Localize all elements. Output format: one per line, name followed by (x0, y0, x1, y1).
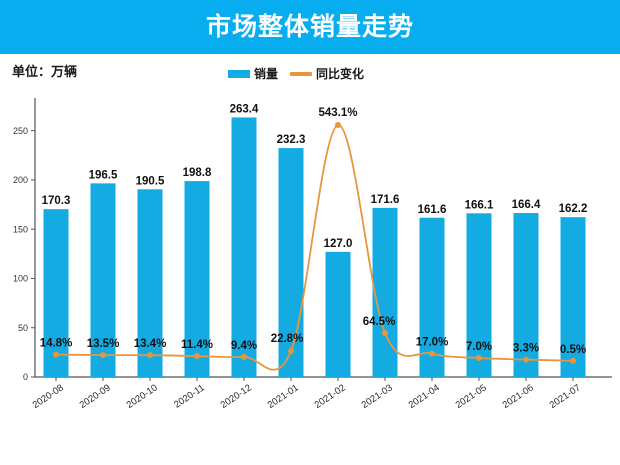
x-tick-label: 2020-11 (172, 382, 206, 410)
line-value-label: 3.3% (513, 343, 539, 355)
y-tick-label: 200 (13, 175, 28, 185)
line-value-label: 543.1% (318, 107, 357, 119)
legend-bar-swatch-icon (228, 69, 250, 78)
line-marker[interactable] (476, 354, 482, 361)
x-tick-label: 2021-04 (407, 382, 442, 411)
line-marker[interactable] (382, 329, 388, 336)
bar[interactable] (231, 117, 257, 377)
x-tick-label: 2021-01 (266, 382, 301, 411)
line-marker[interactable] (100, 352, 106, 359)
bar[interactable] (466, 213, 492, 377)
bar[interactable] (513, 213, 539, 377)
bar-value-label: 161.6 (418, 204, 447, 216)
line-marker[interactable] (147, 352, 153, 359)
x-tick-label: 2020-12 (219, 382, 254, 411)
unit-note: 单位：万辆 (12, 64, 78, 79)
line-marker[interactable] (194, 353, 200, 360)
line-value-label: 13.4% (134, 338, 167, 350)
bar-value-label: 170.3 (42, 195, 71, 207)
bar-value-label: 166.1 (465, 199, 494, 211)
y-tick-label: 50 (18, 323, 28, 333)
x-tick-label: 2021-07 (548, 382, 583, 411)
bar[interactable] (43, 209, 69, 377)
bar-value-label: 198.8 (183, 167, 212, 179)
bar-value-label: 166.4 (512, 199, 541, 211)
bar[interactable] (560, 217, 586, 377)
bar[interactable] (90, 183, 116, 377)
legend-line-swatch-icon (290, 71, 313, 76)
y-tick-label: 100 (13, 274, 28, 284)
yoy-line[interactable] (55, 124, 574, 371)
line-value-label: 22.8% (271, 333, 304, 345)
bar[interactable] (137, 189, 163, 377)
line-value-label: 7.0% (466, 341, 492, 353)
line-marker[interactable] (335, 122, 341, 128)
x-tick-label: 2021-06 (501, 382, 536, 411)
line-marker[interactable] (429, 350, 435, 357)
bar-value-label: 190.5 (136, 175, 165, 187)
x-tick-label: 2020-08 (31, 382, 66, 411)
legend-item-yoy[interactable]: 同比变化 (290, 65, 364, 82)
y-tick-label: 150 (13, 224, 28, 234)
line-value-label: 0.5% (560, 344, 586, 356)
x-tick-label: 2020-10 (125, 382, 160, 411)
x-tick-label: 2021-03 (360, 382, 395, 411)
y-tick-label: 250 (13, 126, 28, 136)
line-value-label: 17.0% (416, 337, 449, 349)
bar-value-label: 232.3 (277, 134, 306, 146)
y-tick-label: 0 (23, 372, 28, 382)
line-marker[interactable] (288, 348, 294, 355)
line-value-label: 64.5% (363, 316, 396, 328)
line-marker[interactable] (523, 356, 529, 363)
x-tick-label: 2021-02 (313, 382, 348, 411)
line-marker[interactable] (570, 357, 576, 364)
bar[interactable] (372, 207, 398, 377)
bar-value-label: 171.6 (371, 194, 400, 206)
line-value-label: 9.4% (231, 340, 257, 352)
bar-value-label: 162.2 (559, 203, 588, 215)
legend-item-sales[interactable]: 销量 (228, 65, 278, 82)
line-value-label: 11.4% (181, 339, 213, 351)
bar-value-label: 263.4 (230, 103, 259, 115)
legend-label-sales: 销量 (254, 67, 279, 81)
bar-value-label: 127.0 (324, 238, 353, 250)
bar-value-label: 196.5 (89, 169, 118, 181)
legend-label-yoy: 同比变化 (316, 67, 365, 81)
chart-legend: 销量 同比变化 (228, 65, 364, 82)
x-tick-label: 2020-09 (78, 382, 113, 411)
header-band (0, 0, 620, 54)
line-marker[interactable] (241, 353, 247, 360)
bar[interactable] (184, 181, 210, 377)
bar[interactable] (419, 217, 445, 377)
bar[interactable] (278, 148, 304, 377)
line-value-label: 14.8% (40, 338, 73, 350)
x-tick-label: 2021-05 (454, 382, 489, 411)
line-marker[interactable] (53, 351, 59, 358)
line-value-label: 13.5% (87, 338, 120, 350)
page-title: 市场整体销量走势 (205, 13, 414, 41)
bar[interactable] (325, 251, 351, 377)
chart-plot-area: 0 50 100 150 200 250 170.3 2020-08 196.5 2020-09 1… (13, 98, 612, 411)
